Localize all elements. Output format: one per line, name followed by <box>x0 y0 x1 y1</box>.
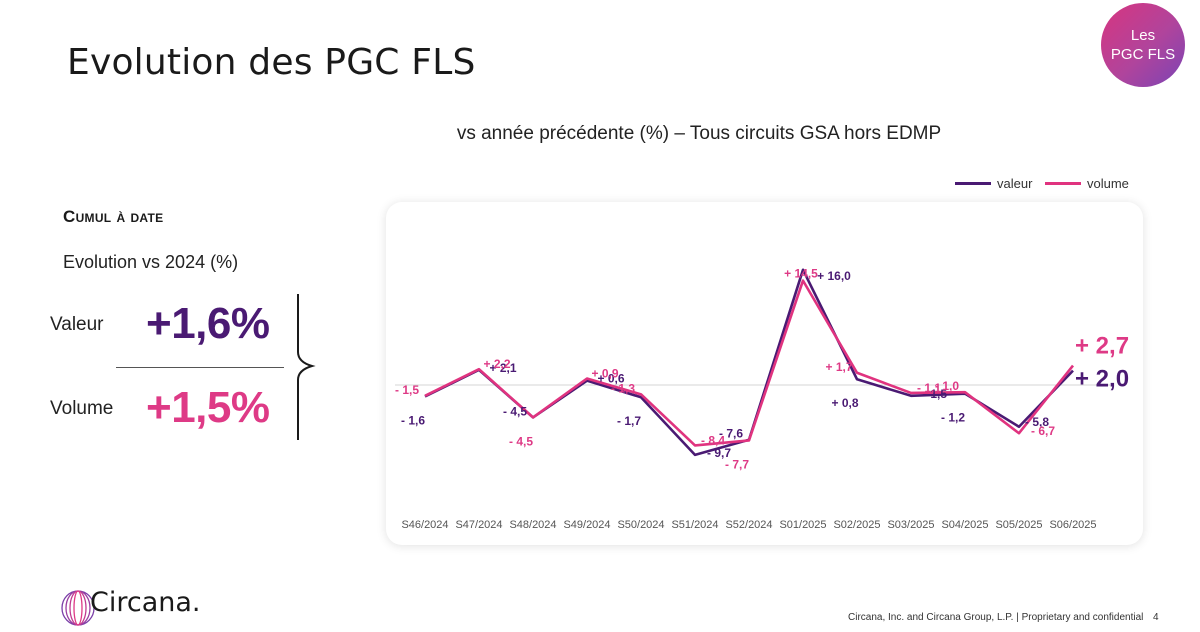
kpi-divider <box>116 367 284 368</box>
data-label-valeur-3: + 0,6 <box>597 372 624 386</box>
data-label-volume-2: - 4,5 <box>509 434 533 448</box>
volume-kpi: +1,5% <box>146 383 270 432</box>
data-label-volume-1: + 2,2 <box>483 357 510 371</box>
data-label-volume-7: + 14,5 <box>784 267 818 281</box>
data-label-valeur-1: + 2,1 <box>489 361 516 375</box>
page-number: 4 <box>1153 612 1159 623</box>
data-label-valeur-12: + 2,0 <box>1075 366 1129 393</box>
circana-logo-icon <box>61 590 95 626</box>
data-label-volume-12: + 2,7 <box>1075 333 1129 360</box>
x-tick-label: S52/2024 <box>725 519 772 531</box>
x-tick-label: S51/2024 <box>671 519 718 531</box>
section-badge: Les PGC FLS <box>1101 3 1185 87</box>
data-label-volume-6: - 7,7 <box>725 457 749 471</box>
x-tick-label: S04/2025 <box>941 519 988 531</box>
data-label-volume-5: - 8,4 <box>701 433 725 447</box>
data-label-valeur-11: - 5,8 <box>1025 415 1049 429</box>
data-label-valeur-6: - 7,6 <box>719 427 743 441</box>
x-tick-label: S01/2025 <box>779 519 826 531</box>
x-tick-label: S49/2024 <box>563 519 610 531</box>
data-label-valeur-9: - 1,5 <box>923 387 947 401</box>
data-label-valeur-2: - 4,5 <box>503 404 527 418</box>
x-tick-label: S50/2024 <box>617 519 664 531</box>
cumul-title: Cumul à date <box>63 207 164 226</box>
x-tick-label: S47/2024 <box>455 519 502 531</box>
data-label-valeur-7: + 16,0 <box>817 269 851 283</box>
legend-volume: volume <box>1045 176 1129 191</box>
valeur-label: Valeur <box>50 314 104 335</box>
circana-logo-text: Circana. <box>90 587 201 618</box>
x-tick-label: S05/2025 <box>995 519 1042 531</box>
footer-note: Circana, Inc. and Circana Group, L.P. | … <box>848 612 1144 623</box>
legend-volume-label: volume <box>1087 176 1129 191</box>
badge-line-2: PGC FLS <box>1110 46 1176 63</box>
x-tick-label: S03/2025 <box>887 519 934 531</box>
data-label-volume-11: - 6,7 <box>1031 424 1055 438</box>
brace-icon <box>297 294 316 440</box>
x-tick-label: S02/2025 <box>833 519 880 531</box>
chart-subtitle: vs année précédente (%) – Tous circuits … <box>456 123 942 144</box>
x-tick-label: S48/2024 <box>509 519 556 531</box>
data-label-valeur-0: - 1,6 <box>401 414 425 428</box>
valeur-kpi: +1,6% <box>146 299 270 348</box>
chart-card <box>386 202 1143 545</box>
data-label-volume-4: - 1,3 <box>611 381 635 395</box>
data-label-valeur-5: - 9,7 <box>707 446 731 460</box>
series-line-valeur <box>424 268 1074 457</box>
data-label-valeur-4: - 1,7 <box>617 414 641 428</box>
page-title: Evolution des PGC FLS <box>67 42 476 83</box>
data-label-volume-0: - 1,5 <box>395 383 419 397</box>
legend-volume-swatch <box>1045 182 1081 185</box>
volume-label: Volume <box>50 398 114 419</box>
legend-valeur: valeur <box>955 176 1032 191</box>
x-tick-label: S06/2025 <box>1049 519 1096 531</box>
data-label-volume-8: + 1,7 <box>825 360 852 374</box>
series-line-volume <box>424 279 1075 447</box>
data-label-volume-9: - 1,1 <box>917 381 941 395</box>
data-label-valeur-10: - 1,2 <box>941 411 965 425</box>
x-tick-label: S46/2024 <box>401 519 448 531</box>
legend-valeur-label: valeur <box>997 176 1033 191</box>
evolution-label: Evolution vs 2024 (%) <box>63 252 239 272</box>
legend-valeur-swatch <box>955 182 991 185</box>
data-label-valeur-8: + 0,8 <box>831 396 858 410</box>
data-label-volume-3: + 0,9 <box>591 367 618 381</box>
badge-line-1: Les <box>1130 27 1156 44</box>
data-label-volume-10: - 1,0 <box>935 379 959 393</box>
